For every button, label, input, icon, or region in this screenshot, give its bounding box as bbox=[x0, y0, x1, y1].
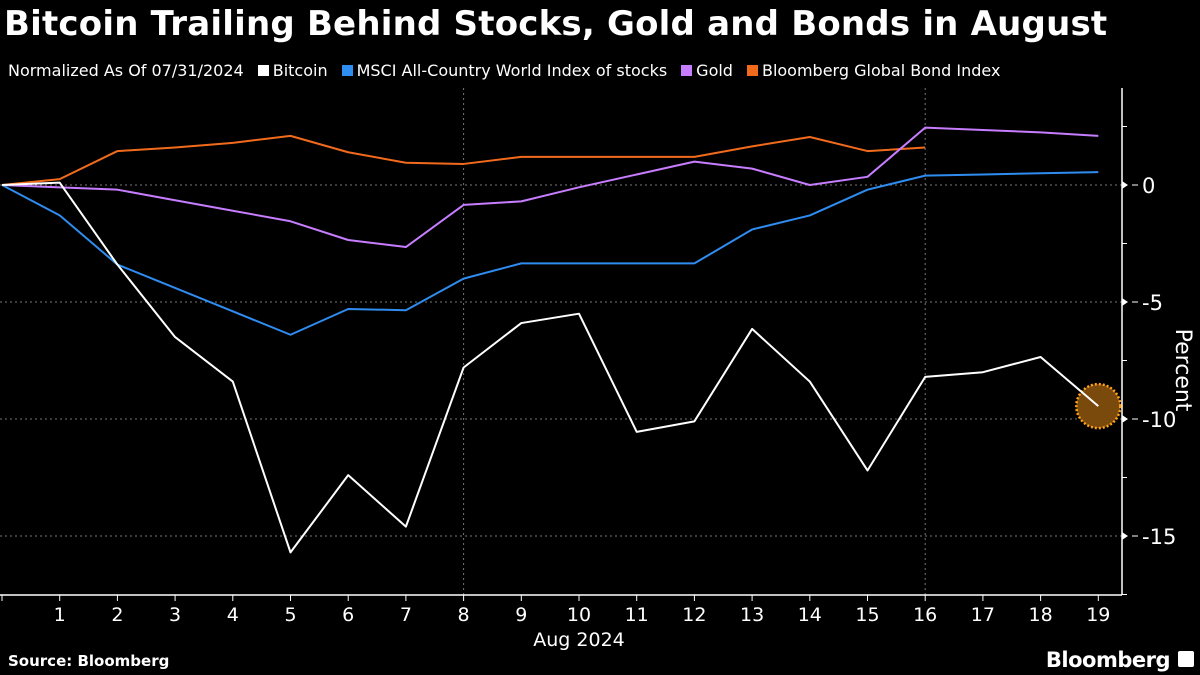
series-line-bloomberg-global-bond-index bbox=[1, 134, 926, 186]
x-tick-label: 12 bbox=[682, 604, 706, 626]
x-tick-label: 7 bbox=[400, 604, 412, 626]
series-line-bitcoin bbox=[1, 181, 1099, 554]
y-axis-label: Percent bbox=[1170, 329, 1195, 412]
y-tick-label: -15 bbox=[1142, 525, 1176, 549]
chart-subtitle: Normalized As Of 07/31/2024 bbox=[8, 61, 244, 80]
series-line-gold bbox=[1, 126, 1099, 249]
x-tick-label: 18 bbox=[1029, 604, 1053, 626]
legend-swatch bbox=[257, 65, 269, 76]
x-tick-label: 14 bbox=[798, 604, 822, 626]
chart-icon bbox=[1178, 651, 1194, 667]
source-note: Source: Bloomberg bbox=[8, 652, 170, 670]
legend-swatch bbox=[681, 65, 693, 76]
x-tick-label: 2 bbox=[111, 604, 123, 626]
legend-item-bitcoin: Bitcoin bbox=[257, 61, 328, 80]
x-tick-label: 9 bbox=[515, 604, 527, 626]
y-tick-marker bbox=[1122, 181, 1128, 189]
legend-label: Gold bbox=[696, 61, 733, 80]
legend-item-msci: MSCI All-Country World Index of stocks bbox=[341, 61, 668, 80]
x-tick-label: 13 bbox=[740, 604, 764, 626]
y-tick-label: -10 bbox=[1142, 408, 1176, 432]
x-tick-label: 15 bbox=[855, 604, 879, 626]
legend-label: Bitcoin bbox=[272, 61, 328, 80]
x-tick-label: 6 bbox=[342, 604, 354, 626]
y-tick-label: -5 bbox=[1142, 291, 1163, 315]
x-tick-label: 4 bbox=[227, 604, 239, 626]
x-axis-label: Aug 2024 bbox=[533, 629, 625, 651]
x-tick-label: 8 bbox=[458, 604, 470, 626]
y-tick-label: 0 bbox=[1142, 174, 1155, 198]
series-line-msci-all-country-world-index-of-stocks bbox=[1, 171, 1099, 336]
legend-swatch bbox=[341, 65, 353, 76]
legend-label: MSCI All-Country World Index of stocks bbox=[356, 61, 668, 80]
legend-item-bonds: Bloomberg Global Bond Index bbox=[746, 61, 1001, 80]
y-tick-marker bbox=[1122, 415, 1128, 423]
x-tick-label: 16 bbox=[913, 604, 937, 626]
legend-item-gold: Gold bbox=[681, 61, 733, 80]
x-tick-label: 3 bbox=[169, 604, 181, 626]
y-tick-marker bbox=[1122, 532, 1128, 540]
x-tick-label: 1 bbox=[54, 604, 66, 626]
x-tick-label: 5 bbox=[284, 604, 296, 626]
legend-label: Bloomberg Global Bond Index bbox=[761, 61, 1001, 80]
x-tick-label: 10 bbox=[567, 604, 591, 626]
bloomberg-logo: Bloomberg bbox=[1045, 648, 1171, 672]
x-tick-label: 11 bbox=[625, 604, 649, 626]
y-tick-marker bbox=[1122, 298, 1128, 306]
x-tick-label: 17 bbox=[971, 604, 995, 626]
legend: Normalized As Of 07/31/2024 Bitcoin MSCI… bbox=[8, 61, 1000, 80]
legend-swatch bbox=[746, 65, 758, 76]
x-tick-label: 19 bbox=[1086, 604, 1110, 626]
chart-title: Bitcoin Trailing Behind Stocks, Gold and… bbox=[4, 4, 1108, 44]
